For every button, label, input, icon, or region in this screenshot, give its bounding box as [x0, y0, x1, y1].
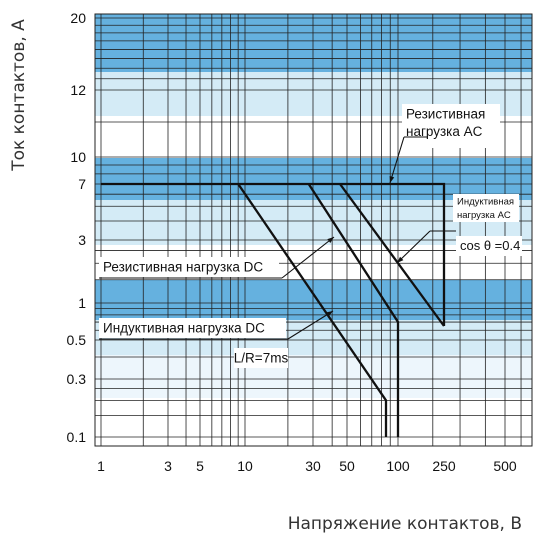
label-inductive-dc-box	[99, 318, 286, 338]
tick-labels: 1 3 5 10 30 50 100 250 500 0.1 0.3 0.5 1 3 7 10 12 20	[67, 10, 517, 474]
y-tick-label: 20	[70, 10, 86, 26]
series-lines	[101, 182, 446, 437]
annotations: Резистивная нагрузка AC Индуктивная нагрузк…	[99, 104, 522, 368]
x-tick-label: 1	[97, 458, 105, 474]
label-inductive-ac-text: Индуктивная	[457, 197, 514, 208]
y-tick-label: 0.1	[67, 429, 87, 445]
y-tick-label: 7	[78, 176, 86, 192]
pointer-inductive-ac	[396, 230, 431, 264]
label-lr-box	[234, 348, 288, 368]
label-inductive-ac-text: нагрузка AC	[457, 210, 511, 221]
y-tick-label: 12	[70, 82, 86, 98]
x-tick-label: 5	[196, 458, 204, 474]
plot-border	[94, 13, 533, 447]
pointer-inductive-ac-arrowhead	[397, 256, 404, 263]
label-cos-text: cos θ =0.4	[460, 238, 520, 253]
x-axis-label: Напряжение контактов, В	[287, 514, 522, 534]
band-6	[95, 355, 532, 398]
label-resistive-dc-box	[99, 257, 279, 277]
band-0	[95, 14, 532, 72]
y-axis-label-wrap: Ток контактов, А	[4, 0, 34, 549]
label-inductive-dc-text: Индуктивная нагрузка DC	[103, 321, 265, 336]
series-line-1	[101, 182, 446, 326]
band-2	[95, 158, 532, 200]
pointer-resistive-ac	[389, 136, 405, 184]
series-line-4	[237, 183, 388, 437]
grid	[94, 13, 533, 447]
pointer-inductive-dc-arrowhead	[326, 311, 333, 317]
label-inductive-ac-box	[453, 194, 519, 222]
label-cos-box	[456, 236, 522, 256]
label-lr-text: L/R=7ms	[234, 351, 289, 366]
y-tick-label: 10	[70, 149, 86, 165]
y-axis-label: Ток контактов, А	[9, 19, 29, 171]
pointer-resistive-dc	[281, 236, 335, 279]
x-tick-label: 3	[164, 458, 172, 474]
x-tick-label: 50	[339, 458, 355, 474]
x-tick-label: 10	[237, 458, 253, 474]
label-resistive-ac-text: нагрузка AC	[406, 124, 483, 139]
series-line-3	[307, 183, 400, 437]
y-tick-label: 1	[78, 295, 86, 311]
series-line-2	[339, 183, 445, 327]
pointer-resistive-dc-arrowhead	[327, 237, 334, 243]
band-4	[95, 280, 532, 320]
x-tick-label: 250	[432, 458, 456, 474]
y-tick-label: 3	[78, 232, 86, 248]
x-tick-label: 100	[386, 458, 410, 474]
pointer-inductive-dc	[287, 310, 334, 340]
x-tick-label: 30	[305, 458, 321, 474]
label-resistive-ac-text: Резистивная	[406, 107, 485, 122]
label-resistive-dc-text: Резистивная нагрузка DC	[103, 260, 263, 275]
x-tick-label: 500	[493, 458, 517, 474]
y-tick-label: 0.3	[67, 371, 87, 387]
pointer-resistive-ac-arrowhead	[389, 176, 395, 183]
label-resistive-ac-box	[402, 104, 500, 148]
y-tick-label: 0.5	[67, 332, 87, 348]
